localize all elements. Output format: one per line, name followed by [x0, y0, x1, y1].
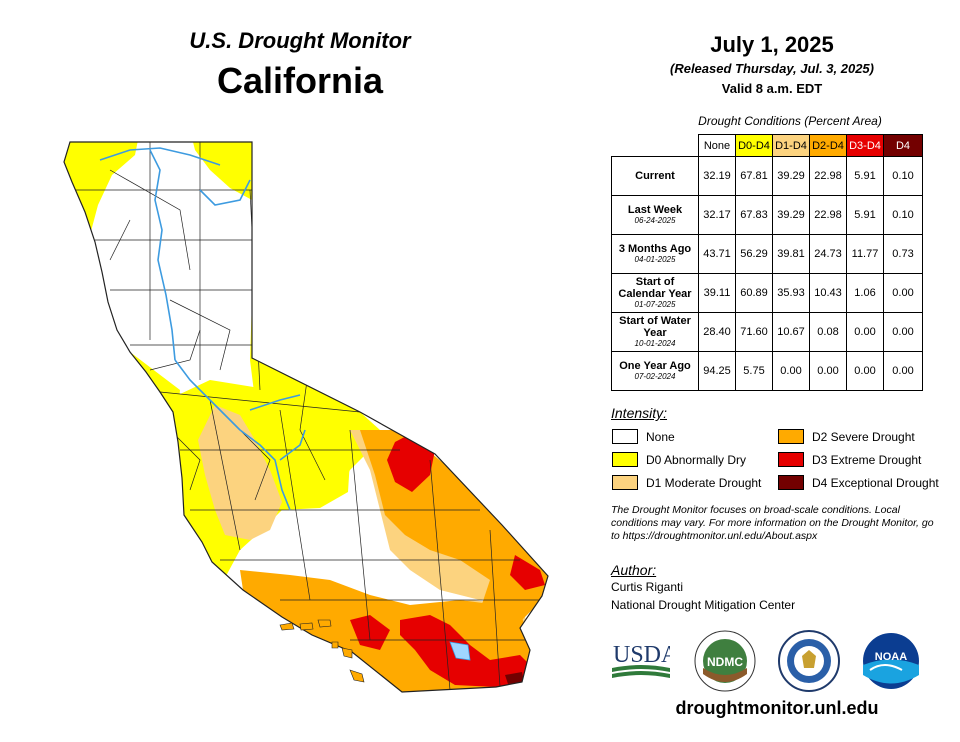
channel-islands: [279, 619, 365, 683]
table-row: 3 Months Ago 04-01-2025 43.71 56.29 39.81…: [611, 234, 923, 274]
col-d4: D4: [883, 134, 923, 157]
svg-text:USDA: USDA: [613, 642, 670, 668]
state-outline: [63, 141, 549, 693]
table-title: Drought Conditions (Percent Area): [698, 114, 882, 128]
col-d2: D2-D4: [809, 134, 847, 157]
col-d1: D1-D4: [772, 134, 810, 157]
d4-area: [505, 672, 524, 684]
release-date: (Released Thursday, Jul. 3, 2025): [670, 61, 874, 76]
svg-text:NOAA: NOAA: [875, 651, 907, 663]
noaa-logo: NOAA: [863, 633, 919, 689]
legend-swatch-d1: [612, 475, 638, 490]
valid-time: Valid 8 a.m. EDT: [721, 81, 823, 96]
rivers: [99, 147, 306, 511]
website-link[interactable]: droughtmonitor.unl.edu: [675, 698, 879, 718]
author-heading: Author:: [611, 562, 657, 578]
legend-label-d4: D4 Exceptional Drought: [812, 476, 939, 490]
legend-swatch-d0: [612, 452, 638, 467]
drought-conditions-table: None D0-D4 D1-D4 D2-D4 D3-D4 D4 Current …: [611, 134, 923, 391]
disclaimer-note: The Drought Monitor focuses on broad-sca…: [611, 504, 934, 542]
county-boundaries: [70, 142, 548, 691]
doc-seal-logo: [778, 630, 840, 692]
author-name: Curtis Riganti: [611, 580, 684, 594]
col-none: None: [698, 134, 736, 157]
table-row: Start of Calendar Year 01-07-2025 39.11 6…: [611, 273, 923, 313]
map-title: U.S. Drought Monitor: [189, 28, 411, 53]
legend-swatch-none: [612, 429, 638, 444]
author-organization: National Drought Mitigation Center: [611, 598, 796, 612]
legend-label-d0: D0 Abnormally Dry: [646, 453, 747, 467]
svg-text:NDMC: NDMC: [707, 655, 743, 669]
legend-swatch-d3: [778, 452, 804, 467]
table-row: One Year Ago 07-02-2024 94.25 5.75 0.00 0…: [611, 351, 923, 391]
legend-label-d2: D2 Severe Drought: [812, 430, 915, 444]
legend-label-d1: D1 Moderate Drought: [646, 476, 762, 490]
usda-logo: USDA: [612, 642, 670, 678]
legend-swatch-d4: [778, 475, 804, 490]
legend-title: Intensity:: [611, 405, 668, 421]
california-drought-map: [63, 141, 549, 693]
ndmc-logo: NDMC: [694, 630, 756, 692]
legend-label-none: None: [646, 430, 675, 444]
map-date: July 1, 2025: [710, 32, 834, 57]
region-title: California: [216, 60, 384, 101]
legend-swatch-d2: [778, 429, 804, 444]
col-d3: D3-D4: [846, 134, 884, 157]
table-row: Start of Water Year 10-01-2024 28.40 71.6…: [611, 312, 923, 352]
table-row: Current 32.19 67.81 39.29 22.98 5.91 0.1…: [611, 156, 923, 196]
table-row: Last Week 06-24-2025 32.17 67.83 39.29 22…: [611, 195, 923, 235]
col-d0: D0-D4: [735, 134, 773, 157]
legend-label-d3: D3 Extreme Drought: [812, 453, 922, 467]
